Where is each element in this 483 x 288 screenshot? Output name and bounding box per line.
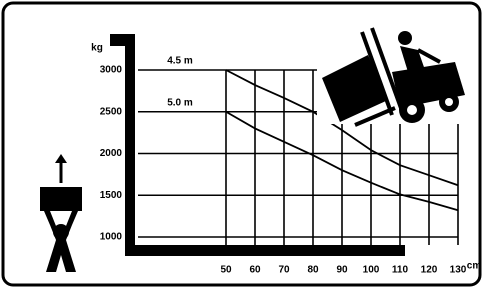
x-tick-label: 70 [278,265,290,276]
load-chart: kg cm 1000 1500 2000 2500 3000 50 60 70 80 90 100 1… [0,0,483,288]
x-tick-label: 60 [249,265,261,276]
x-tick-label: 120 [421,265,438,276]
x-tick-label: 80 [307,265,319,276]
curve-label: 5.0 m [167,97,193,108]
x-tick-label: 110 [392,265,409,276]
y-axis-unit: kg [91,43,103,54]
y-tick-label: 2000 [100,148,123,159]
x-axis-unit: cm [467,261,482,272]
y-tick-label: 1000 [100,232,123,243]
x-tick-label: 50 [220,265,232,276]
x-tick-label: 130 [450,265,467,276]
forklift-icon [317,18,467,125]
y-tick-label: 3000 [100,65,123,76]
x-tick-label: 100 [363,265,380,276]
y-tick-label: 1500 [100,190,123,201]
curve-label: 4.5 m [167,56,193,67]
y-tick-label: 2500 [100,106,123,117]
x-tick-label: 90 [336,265,348,276]
